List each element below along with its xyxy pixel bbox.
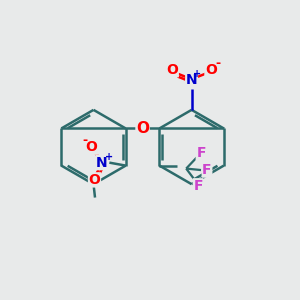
Text: C: C bbox=[186, 168, 187, 169]
Text: O: O bbox=[167, 63, 178, 77]
Text: -: - bbox=[82, 134, 88, 147]
Text: F: F bbox=[193, 179, 203, 193]
Text: +: + bbox=[105, 152, 113, 162]
Text: F: F bbox=[196, 146, 206, 160]
Text: F: F bbox=[202, 163, 212, 177]
Text: O: O bbox=[205, 63, 217, 77]
Text: -: - bbox=[215, 57, 220, 70]
Text: N: N bbox=[96, 156, 108, 170]
Text: N: N bbox=[186, 73, 197, 87]
Text: O: O bbox=[88, 173, 101, 187]
Text: +: + bbox=[193, 69, 201, 79]
Text: O: O bbox=[136, 121, 149, 136]
Text: O: O bbox=[85, 140, 98, 154]
